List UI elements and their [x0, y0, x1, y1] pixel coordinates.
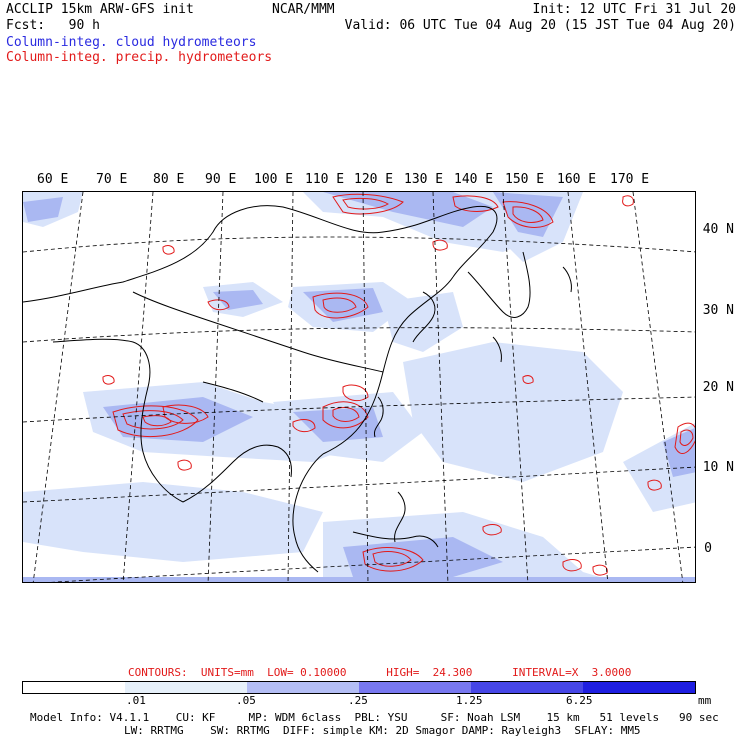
scale-swatch	[125, 682, 247, 693]
lon-label: 160 E	[557, 172, 597, 187]
scale-tick: .05	[236, 694, 256, 707]
scale-tick: .01	[126, 694, 146, 707]
coastlines	[23, 205, 572, 573]
scale-tick: 6.25	[566, 694, 593, 707]
model-info-line1: Model Info: V4.1.1 CU: KF MP: WDM 6class…	[30, 711, 719, 724]
scale-unit: mm	[698, 694, 712, 707]
forecast-hour: Fcst: 90 h	[6, 18, 100, 33]
scale-tick: 1.25	[456, 694, 483, 707]
lat-label: 30 N	[702, 303, 734, 318]
lon-label: 70 E	[96, 172, 128, 187]
scale-swatch	[583, 682, 695, 693]
lon-label: 60 E	[37, 172, 69, 187]
precip-contours	[102, 193, 695, 576]
lon-label: 80 E	[153, 172, 185, 187]
lat-label: 20 N	[702, 380, 734, 395]
init-time: Init: 12 UTC Fri 31 Jul 20	[532, 2, 737, 17]
scale-swatch	[471, 682, 583, 693]
scale-swatch	[247, 682, 359, 693]
lon-label: 130 E	[404, 172, 444, 187]
lon-label: 110 E	[305, 172, 345, 187]
color-scale-bar	[22, 681, 696, 694]
lon-label: 90 E	[205, 172, 237, 187]
legend-precip-hydrometeors: Column-integ. precip. hydrometeors	[6, 50, 273, 65]
model-info-line2: LW: RRTMG SW: RRTMG DIFF: simple KM: 2D …	[124, 724, 641, 737]
lon-label: 120 E	[354, 172, 394, 187]
map-svg	[23, 192, 695, 582]
lon-label: 100 E	[254, 172, 294, 187]
map-plot-area	[22, 191, 696, 583]
valid-time: Valid: 06 UTC Tue 04 Aug 20 (15 JST Tue …	[344, 18, 736, 33]
cloud-shading	[23, 192, 695, 582]
legend-cloud-hydrometeors: Column-integ. cloud hydrometeors	[6, 35, 257, 50]
lat-label: 10 N	[702, 460, 734, 475]
contours-info: CONTOURS: UNITS=mm LOW= 0.10000 HIGH= 24…	[128, 666, 632, 679]
organization-label: NCAR/MMM	[272, 2, 335, 17]
lon-label: 140 E	[454, 172, 494, 187]
lat-label: 0	[704, 541, 712, 556]
scale-swatch	[359, 682, 471, 693]
graticule	[23, 192, 695, 582]
plot-title: ACCLIP 15km ARW-GFS init	[6, 2, 194, 17]
scale-tick: .25	[348, 694, 368, 707]
scale-swatch	[23, 682, 125, 693]
lon-label: 150 E	[505, 172, 545, 187]
lat-label: 40 N	[702, 222, 734, 237]
lon-label: 170 E	[610, 172, 650, 187]
